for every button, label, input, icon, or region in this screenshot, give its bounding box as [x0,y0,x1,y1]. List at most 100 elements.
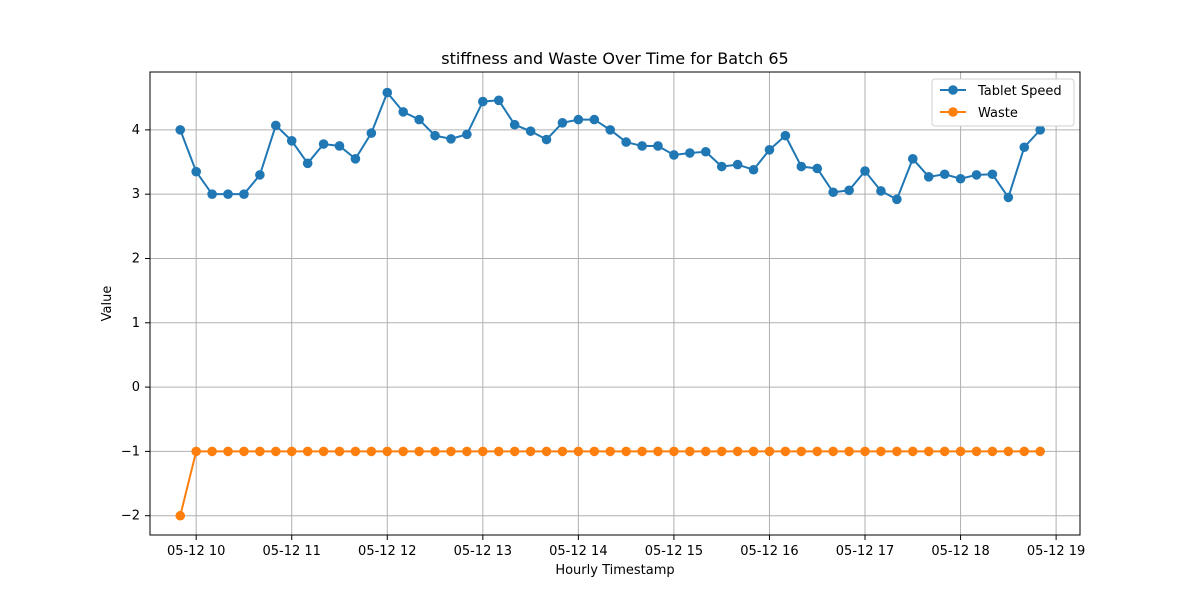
x-ticks: 05-12 10 05-12 11 05-12 12 05-12 13 05-12 14… [167,535,1085,559]
plot-frame [149,71,1081,536]
data-point-waste [700,446,711,457]
data-point-waste [828,446,838,457]
data-point-tablet-speed [669,150,679,160]
data-point-tablet-speed [525,126,536,136]
data-point-waste [732,446,743,457]
data-point-waste [939,446,950,457]
data-point-waste [430,446,440,457]
data-point-tablet-speed [398,107,409,117]
data-point-tablet-speed [302,158,313,169]
data-point-tablet-speed [605,125,616,135]
data-point-waste [271,446,281,457]
data-point-waste [414,446,424,457]
data-point-tablet-speed [191,166,201,177]
data-point-tablet-speed [414,114,424,125]
data-point-tablet-speed [207,189,217,199]
data-point-tablet-speed [509,119,520,130]
data-point-waste [509,446,520,457]
data-point-tablet-speed [318,139,329,149]
data-point-waste [207,446,217,457]
y-tick-label: 0 [132,380,140,395]
x-tick-label: 05-12 13 [454,544,512,559]
data-point-waste [876,446,886,457]
y-tick-label: 4 [132,123,140,138]
data-point-tablet-speed [700,146,711,157]
data-point-waste [987,446,998,457]
data-point-waste [462,446,472,457]
data-point-waste [286,446,297,457]
legend-label-tablet-speed: Tablet Speed [977,84,1062,99]
x-tick-label: 05-12 19 [1027,544,1085,559]
data-point-waste [748,446,759,457]
data-point-waste [637,446,647,457]
x-tick-label: 05-12 17 [836,544,894,559]
data-point-waste [892,446,902,457]
data-point-tablet-speed [334,141,345,151]
data-point-waste [907,446,918,457]
data-point-tablet-speed [478,96,488,107]
y-tick-label: −1 [121,444,140,459]
data-point-waste [716,446,727,457]
data-point-waste [1019,446,1030,457]
data-point-tablet-speed [844,185,854,196]
data-point-waste [382,446,393,457]
data-point-tablet-speed [239,189,249,199]
data-point-waste [350,446,361,457]
data-point-tablet-speed [621,137,631,147]
data-point-waste [255,446,265,457]
data-point-tablet-speed [271,120,281,131]
data-point-waste [844,446,854,457]
series-layer [175,87,1045,521]
data-point-tablet-speed [366,128,377,138]
data-point-waste [860,446,870,457]
data-point-tablet-speed [255,170,265,180]
data-point-waste [557,446,568,457]
data-point-tablet-speed [557,118,568,128]
data-point-tablet-speed [828,187,838,198]
data-point-waste [955,446,966,457]
data-point-tablet-speed [1019,142,1030,153]
legend-marker-waste [948,107,958,117]
x-axis-label: Hourly Timestamp [555,563,674,578]
data-point-tablet-speed [1003,192,1014,203]
legend-label-waste: Waste [978,106,1018,121]
data-point-waste [223,446,233,457]
data-point-tablet-speed [748,164,759,175]
data-point-waste [334,446,345,457]
data-point-tablet-speed [350,154,361,164]
data-point-tablet-speed [764,145,775,155]
data-point-tablet-speed [462,129,472,140]
data-point-waste [685,446,695,457]
data-point-waste [653,446,663,457]
x-tick-label: 05-12 14 [549,544,607,559]
data-point-tablet-speed [860,166,870,176]
data-point-waste [446,446,456,457]
y-tick-label: −2 [121,509,140,524]
data-point-tablet-speed [923,172,934,182]
data-point-tablet-speed [780,130,791,141]
data-point-waste [1003,446,1014,457]
data-point-waste [478,446,488,457]
x-tick-label: 05-12 12 [358,544,416,559]
x-tick-label: 05-12 10 [167,544,225,559]
data-point-tablet-speed [876,186,886,196]
data-point-tablet-speed [573,114,584,125]
data-point-waste [398,446,409,457]
data-point-tablet-speed [812,163,823,174]
data-point-tablet-speed [446,134,456,144]
data-point-waste [573,446,584,457]
data-point-tablet-speed [223,189,233,199]
data-point-tablet-speed [971,170,982,180]
data-point-waste [191,446,201,457]
legend-marker-tablet-speed [948,85,958,95]
data-point-waste [1035,446,1045,457]
data-point-tablet-speed [430,130,440,141]
x-tick-label: 05-12 15 [645,544,703,559]
data-point-waste [493,446,504,457]
data-point-tablet-speed [796,161,807,172]
legend-box [931,78,1075,127]
data-point-waste [175,510,186,521]
y-axis-label: Value [100,286,115,322]
chart-title: stiffness and Waste Over Time for Batch … [441,49,788,68]
